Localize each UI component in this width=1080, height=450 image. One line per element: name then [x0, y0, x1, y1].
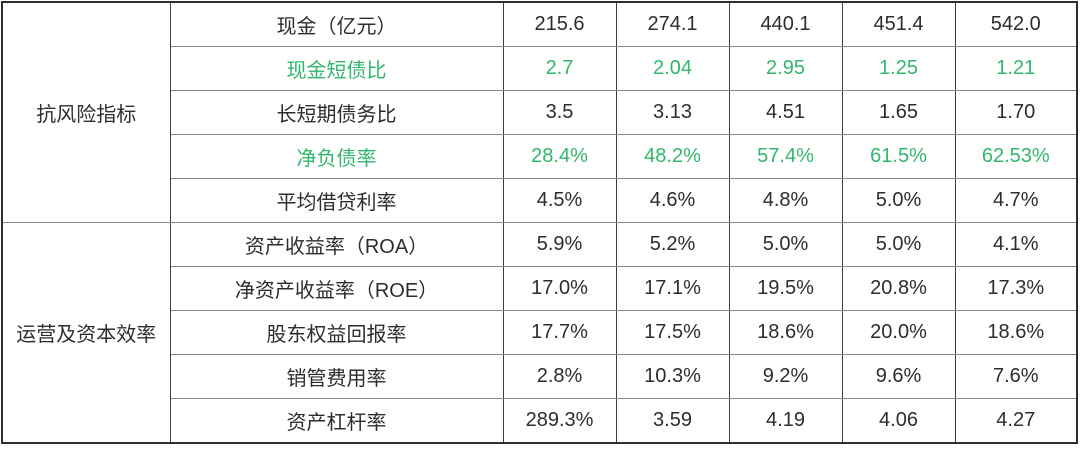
- value-cell: 20.0%: [841, 310, 956, 355]
- value-cell: 19.5%: [728, 266, 843, 311]
- value-cell: 1.25: [841, 46, 956, 91]
- table-row: 销管费用率 2.8% 10.3% 9.2% 9.6% 7.6%: [2, 354, 1078, 399]
- table-row: 运营及资本效率 资产收益率（ROA） 5.9% 5.2% 5.0% 5.0% 4.1%: [1, 222, 1078, 444]
- value-cell: 4.6%: [615, 178, 730, 223]
- value-cell: 9.6%: [841, 354, 956, 399]
- value-cell: 4.51: [728, 90, 843, 135]
- value-cell: 1.21: [954, 46, 1078, 91]
- table-row: 资产杠杆率 289.3% 3.59 4.19 4.06 4.27: [2, 398, 1078, 444]
- metric-name-cell: 现金（亿元）: [169, 1, 504, 47]
- metric-name-cell: 资产杠杆率: [169, 398, 504, 444]
- value-cell: 451.4: [841, 1, 956, 47]
- value-cell: 3.13: [615, 90, 730, 135]
- value-cell: 62.53%: [954, 134, 1078, 179]
- value-cell: 10.3%: [615, 354, 730, 399]
- table-row: 净资产收益率（ROE） 17.0% 17.1% 19.5% 20.8% 17.3%: [2, 266, 1078, 311]
- value-cell: 17.1%: [615, 266, 730, 311]
- value-cell: 4.27: [954, 398, 1078, 444]
- value-cell: 2.7: [502, 46, 617, 91]
- value-cell: 4.06: [841, 398, 956, 444]
- value-cell: 2.04: [615, 46, 730, 91]
- metric-name-cell: 销管费用率: [169, 354, 504, 399]
- value-cell: 2.95: [728, 46, 843, 91]
- value-cell: 1.65: [841, 90, 956, 135]
- value-cell: 542.0: [954, 1, 1078, 47]
- metric-name-cell: 长短期债务比: [169, 90, 504, 135]
- value-cell: 3.5: [502, 90, 617, 135]
- value-cell: 5.2%: [615, 222, 730, 267]
- value-cell: 48.2%: [615, 134, 730, 179]
- value-cell: 289.3%: [502, 398, 617, 444]
- value-cell: 18.6%: [954, 310, 1078, 355]
- metric-name-cell: 现金短债比: [169, 46, 504, 91]
- group-label-cell: 运营及资本效率: [1, 222, 171, 444]
- value-cell: 1.70: [954, 90, 1078, 135]
- value-cell: 5.9%: [502, 222, 617, 267]
- group-label-cell: 抗风险指标: [1, 1, 171, 223]
- table-row: 股东权益回报率 17.7% 17.5% 18.6% 20.0% 18.6%: [2, 310, 1078, 355]
- table-row: 平均借贷利率 4.5% 4.6% 4.8% 5.0% 4.7%: [2, 178, 1078, 223]
- value-cell: 274.1: [615, 1, 730, 47]
- value-cell: 215.6: [502, 1, 617, 47]
- metric-name-cell: 净资产收益率（ROE）: [169, 266, 504, 311]
- metric-name-cell: 资产收益率（ROA）: [169, 222, 504, 267]
- value-cell: 20.8%: [841, 266, 956, 311]
- value-cell: 4.7%: [954, 178, 1078, 223]
- value-cell: 5.0%: [841, 222, 956, 267]
- value-cell: 7.6%: [954, 354, 1078, 399]
- value-cell: 61.5%: [841, 134, 956, 179]
- value-cell: 4.5%: [502, 178, 617, 223]
- value-cell: 17.5%: [615, 310, 730, 355]
- value-cell: 2.8%: [502, 354, 617, 399]
- value-cell: 4.8%: [728, 178, 843, 223]
- table-row: 长短期债务比 3.5 3.13 4.51 1.65 1.70: [2, 90, 1078, 135]
- value-cell: 5.0%: [728, 222, 843, 267]
- value-cell: 57.4%: [728, 134, 843, 179]
- value-cell: 9.2%: [728, 354, 843, 399]
- value-cell: 4.1%: [954, 222, 1078, 267]
- value-cell: 5.0%: [841, 178, 956, 223]
- value-cell: 4.19: [728, 398, 843, 444]
- table-row: 净负债率 28.4% 48.2% 57.4% 61.5% 62.53%: [2, 134, 1078, 179]
- value-cell: 3.59: [615, 398, 730, 444]
- metric-name-cell: 平均借贷利率: [169, 178, 504, 223]
- value-cell: 28.4%: [502, 134, 617, 179]
- table-row: 抗风险指标 现金（亿元） 215.6 274.1 440.1 451.4 542.0: [1, 1, 1078, 223]
- value-cell: 17.0%: [502, 266, 617, 311]
- value-cell: 18.6%: [728, 310, 843, 355]
- value-cell: 17.3%: [954, 266, 1078, 311]
- value-cell: 440.1: [728, 1, 843, 47]
- metric-name-cell: 净负债率: [169, 134, 504, 179]
- metric-name-cell: 股东权益回报率: [169, 310, 504, 355]
- table-row: 现金短债比 2.7 2.04 2.95 1.25 1.21: [2, 46, 1078, 91]
- value-cell: 17.7%: [502, 310, 617, 355]
